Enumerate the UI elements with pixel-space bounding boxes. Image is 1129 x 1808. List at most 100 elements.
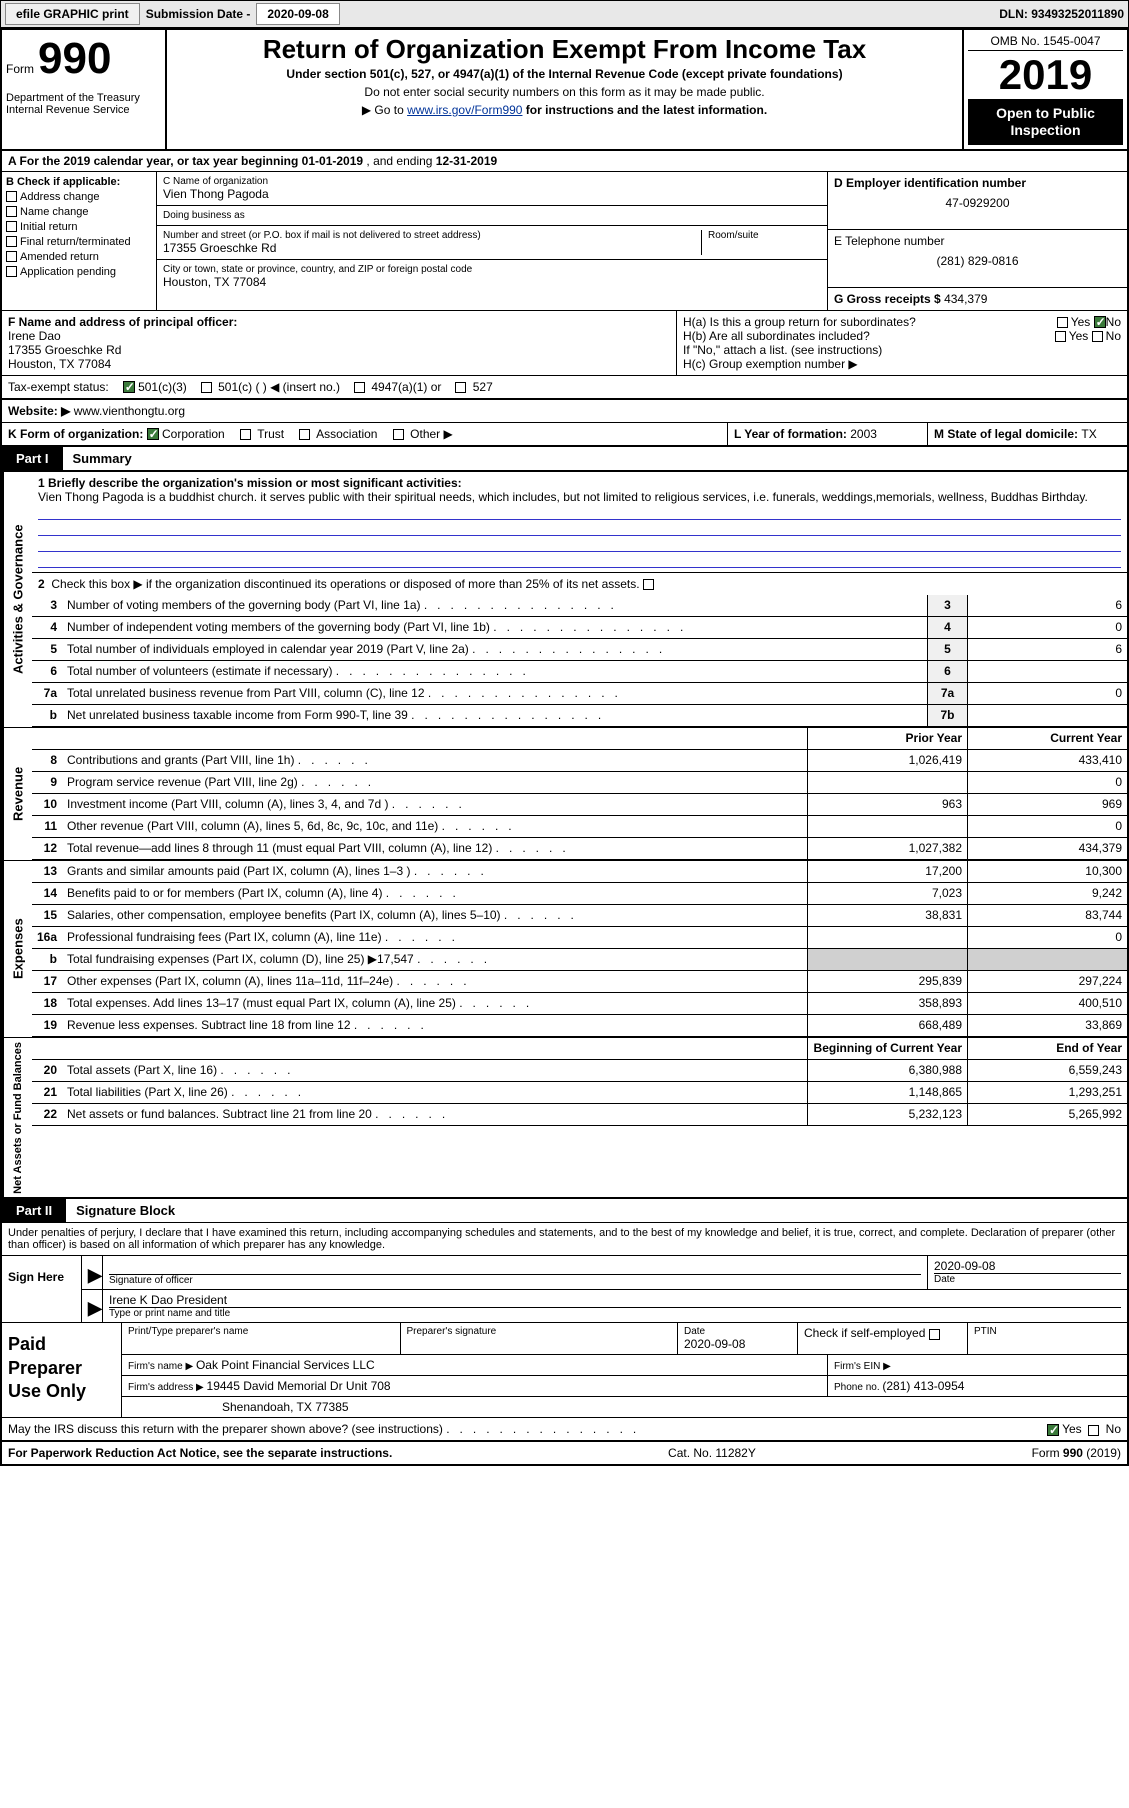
table-row: 12Total revenue—add lines 8 through 11 (…	[32, 838, 1127, 860]
table-row: 4Number of independent voting members of…	[32, 617, 1127, 639]
other-check[interactable]	[393, 429, 404, 440]
ha-no[interactable]	[1094, 316, 1106, 328]
hb-no[interactable]	[1092, 331, 1103, 342]
phone: (281) 829-0816	[834, 254, 1121, 268]
discuss-no[interactable]	[1088, 1425, 1099, 1436]
501c3-check[interactable]	[123, 381, 135, 393]
row-j-website: Website: ▶ www.vienthongtu.org	[2, 399, 1127, 422]
table-row: 6Total number of volunteers (estimate if…	[32, 661, 1127, 683]
part-2-header: Part II Signature Block	[2, 1197, 1127, 1223]
gross-receipts: 434,379	[944, 292, 987, 306]
paid-preparer-block: Paid Preparer Use Only Print/Type prepar…	[2, 1322, 1127, 1417]
discuss-yes[interactable]	[1047, 1424, 1059, 1436]
table-row: 22Net assets or fund balances. Subtract …	[32, 1104, 1127, 1126]
submission-date: 2020-09-08	[256, 3, 339, 25]
sign-date: 2020-09-08	[934, 1259, 1121, 1273]
prep-date: 2020-09-08	[684, 1337, 791, 1351]
form-word: Form	[6, 62, 34, 76]
table-row: bTotal fundraising expenses (Part IX, co…	[32, 949, 1127, 971]
col-b-checkboxes: B Check if applicable: Address change Na…	[2, 172, 157, 310]
section-net-assets: Net Assets or Fund Balances Beginning of…	[2, 1037, 1127, 1198]
527-check[interactable]	[455, 382, 466, 393]
table-row: 8Contributions and grants (Part VIII, li…	[32, 750, 1127, 772]
row-a-tax-year: A For the 2019 calendar year, or tax yea…	[2, 151, 1127, 172]
table-row: 3Number of voting members of the governi…	[32, 595, 1127, 617]
firm-addr1: 19445 David Memorial Dr Unit 708	[207, 1379, 391, 1393]
row-i-tax-status: Tax-exempt status: 501(c)(3) 501(c) ( ) …	[2, 375, 1127, 399]
table-row: bNet unrelated business taxable income f…	[32, 705, 1127, 727]
officer-name: Irene Dao	[8, 329, 670, 343]
table-row: 13Grants and similar amounts paid (Part …	[32, 861, 1127, 883]
checkbox-initial-return[interactable]	[6, 221, 17, 232]
dln: DLN: 93493252011890	[999, 7, 1124, 21]
officer-city: Houston, TX 77084	[8, 357, 670, 371]
ha-yes[interactable]	[1057, 317, 1068, 328]
table-row: 7aTotal unrelated business revenue from …	[32, 683, 1127, 705]
top-toolbar: efile GRAPHIC print Submission Date - 20…	[0, 0, 1129, 28]
section-governance: Activities & Governance 1 Briefly descri…	[2, 471, 1127, 727]
mission-text: Vien Thong Pagoda is a buddhist church. …	[38, 490, 1121, 504]
line2-check[interactable]	[643, 579, 654, 590]
row-k-l-m: K Form of organization: Corporation Trus…	[2, 422, 1127, 445]
perjury-declaration: Under penalties of perjury, I declare th…	[2, 1223, 1127, 1255]
form-990: Form 990 Department of the Treasury Inte…	[0, 28, 1129, 1466]
table-row: 17Other expenses (Part IX, column (A), l…	[32, 971, 1127, 993]
officer-street: 17355 Groeschke Rd	[8, 343, 670, 357]
section-revenue: Revenue Prior Year Current Year 8Contrib…	[2, 727, 1127, 860]
page-footer: For Paperwork Reduction Act Notice, see …	[2, 1440, 1127, 1464]
table-row: 15Salaries, other compensation, employee…	[32, 905, 1127, 927]
form-number: 990	[38, 34, 111, 84]
ein: 47-0929200	[834, 196, 1121, 210]
table-row: 20Total assets (Part X, line 16)6,380,98…	[32, 1060, 1127, 1082]
org-name: Vien Thong Pagoda	[163, 187, 821, 201]
year-formation: 2003	[850, 427, 877, 441]
section-expenses: Expenses 13Grants and similar amounts pa…	[2, 860, 1127, 1037]
table-row: 11Other revenue (Part VIII, column (A), …	[32, 816, 1127, 838]
checkbox-app-pending[interactable]	[6, 266, 17, 277]
submission-label: Submission Date -	[146, 7, 251, 21]
firm-addr2: Shenandoah, TX 77385	[122, 1397, 1127, 1417]
row-f-h: F Name and address of principal officer:…	[2, 310, 1127, 375]
typed-name: Irene K Dao President	[109, 1293, 1121, 1308]
checkbox-amended[interactable]	[6, 251, 17, 262]
checkbox-name-change[interactable]	[6, 206, 17, 217]
hb-yes[interactable]	[1055, 331, 1066, 342]
website-url: www.vienthongtu.org	[74, 404, 185, 418]
501c-check[interactable]	[201, 382, 212, 393]
dept-treasury: Department of the Treasury Internal Reve…	[6, 92, 161, 116]
table-row: 19Revenue less expenses. Subtract line 1…	[32, 1015, 1127, 1037]
open-to-public: Open to Public Inspection	[968, 99, 1123, 145]
efile-print-button[interactable]: efile GRAPHIC print	[5, 3, 140, 25]
firm-phone: (281) 413-0954	[882, 1379, 964, 1393]
state-domicile: TX	[1081, 427, 1096, 441]
table-row: 10Investment income (Part VIII, column (…	[32, 794, 1127, 816]
4947-check[interactable]	[354, 382, 365, 393]
tax-year: 2019	[968, 51, 1123, 99]
table-row: 14Benefits paid to or for members (Part …	[32, 883, 1127, 905]
irs-link[interactable]: www.irs.gov/Form990	[407, 103, 522, 117]
subtitle-2: Do not enter social security numbers on …	[171, 85, 958, 99]
checkbox-final-return[interactable]	[6, 236, 17, 247]
form-page: Form 990 (2019)	[1032, 1446, 1121, 1460]
street-address: 17355 Groeschke Rd	[163, 241, 701, 255]
subtitle-3: Go to www.irs.gov/Form990 for instructio…	[171, 103, 958, 117]
subtitle-1: Under section 501(c), 527, or 4947(a)(1)…	[171, 67, 958, 81]
col-c-org-info: C Name of organization Vien Thong Pagoda…	[157, 172, 827, 310]
col-d-e-g: D Employer identification number 47-0929…	[827, 172, 1127, 310]
sign-here-block: Sign Here ▶ Signature of officer 2020-09…	[2, 1255, 1127, 1322]
self-employed-check[interactable]	[929, 1329, 940, 1340]
firm-name: Oak Point Financial Services LLC	[196, 1358, 375, 1372]
checkbox-address-change[interactable]	[6, 191, 17, 202]
table-row: 18Total expenses. Add lines 13–17 (must …	[32, 993, 1127, 1015]
part-1-header: Part I Summary	[2, 445, 1127, 471]
form-header: Form 990 Department of the Treasury Inte…	[2, 30, 1127, 151]
table-row: 9Program service revenue (Part VIII, lin…	[32, 772, 1127, 794]
corp-check[interactable]	[147, 428, 159, 440]
trust-check[interactable]	[240, 429, 251, 440]
discuss-row: May the IRS discuss this return with the…	[2, 1417, 1127, 1440]
table-row: 16aProfessional fundraising fees (Part I…	[32, 927, 1127, 949]
assoc-check[interactable]	[299, 429, 310, 440]
identity-block: B Check if applicable: Address change Na…	[2, 172, 1127, 310]
form-title: Return of Organization Exempt From Incom…	[171, 34, 958, 65]
table-row: 21Total liabilities (Part X, line 26)1,1…	[32, 1082, 1127, 1104]
